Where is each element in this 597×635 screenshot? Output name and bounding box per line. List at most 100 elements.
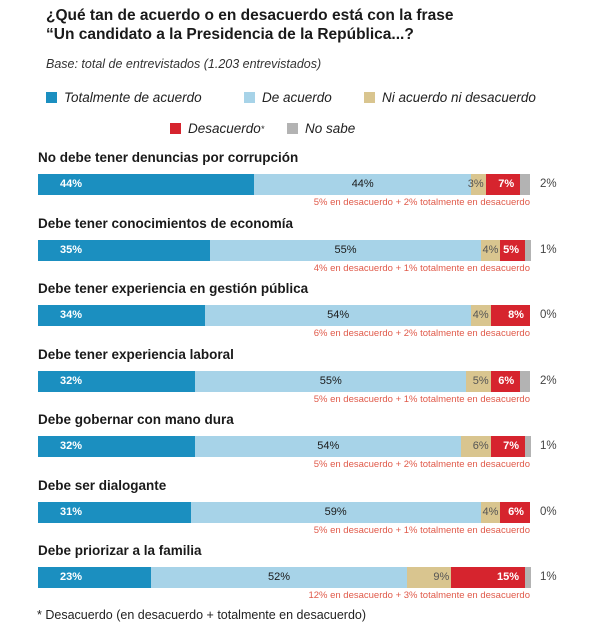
chart-title-line-2: “Un candidato a la Presidencia de la Rep… bbox=[46, 26, 414, 43]
bar-segment: 59% bbox=[190, 501, 481, 523]
data-label: 4% bbox=[482, 505, 499, 518]
footnote: * Desacuerdo (en desacuerdo + totalmente… bbox=[37, 608, 367, 622]
data-label-no-sabe: 2% bbox=[540, 178, 557, 190]
legend-item: Ni acuerdo ni desacuerdo bbox=[364, 90, 536, 105]
data-label: 44% bbox=[60, 178, 83, 190]
data-label-no-sabe: 0% bbox=[540, 309, 557, 321]
data-label: 8% bbox=[508, 309, 524, 321]
bar-segment: 7% bbox=[490, 436, 526, 457]
data-label: 23% bbox=[60, 571, 83, 583]
legend-swatch bbox=[287, 123, 298, 134]
legend-swatch bbox=[46, 92, 57, 103]
bar-segment: 6% bbox=[461, 436, 491, 457]
bar-segment-no-sabe bbox=[520, 370, 530, 392]
bar-segment-no-sabe bbox=[520, 174, 530, 195]
data-label: 32% bbox=[60, 440, 83, 452]
legend-item: Totalmente de acuerdo bbox=[46, 90, 202, 105]
bar-segment: 8% bbox=[490, 305, 530, 326]
bar-segment: 5% bbox=[500, 239, 526, 261]
bar-segment: 54% bbox=[205, 305, 471, 326]
data-label: 31% bbox=[60, 505, 83, 518]
bar-segment: 54% bbox=[195, 436, 462, 457]
desacuerdo-breakdown-note: 5% en desacuerdo + 1% totalmente en desa… bbox=[313, 393, 530, 405]
legend-item: De acuerdo bbox=[244, 90, 332, 105]
bar-segment: 4% bbox=[480, 501, 501, 523]
legend-label: Ni acuerdo ni desacuerdo bbox=[382, 90, 536, 105]
category-label: Debe tener experiencia en gestión públic… bbox=[38, 281, 309, 296]
category-label: Debe tener conocimientos de economía bbox=[38, 215, 294, 231]
stacked-bar: 44% 44% 3% 7% bbox=[38, 174, 530, 195]
legend-label: De acuerdo bbox=[262, 90, 332, 105]
data-label: 3% bbox=[467, 178, 484, 190]
bar-segment: 23% bbox=[38, 567, 152, 588]
bar-segment-no-sabe bbox=[525, 567, 532, 588]
stacked-bar: 34% 54% 4% 8% bbox=[38, 305, 530, 326]
bar-segment: 34% bbox=[38, 305, 206, 326]
bar-segment: 32% bbox=[38, 436, 196, 457]
bar-segment: 4% bbox=[480, 239, 501, 261]
data-label-no-sabe: 1% bbox=[540, 243, 557, 256]
desacuerdo-breakdown-note: 5% en desacuerdo + 2% totalmente en desa… bbox=[313, 459, 530, 470]
desacuerdo-breakdown-note: 4% en desacuerdo + 1% totalmente en desa… bbox=[313, 262, 530, 274]
bar-segment: 55% bbox=[195, 370, 467, 392]
stacked-bar: 32% 54% 6% 7% bbox=[38, 436, 532, 457]
data-label: 9% bbox=[433, 571, 450, 583]
legend-swatch bbox=[364, 92, 375, 103]
legend-label: No sabe bbox=[305, 121, 356, 136]
bar-segment: 4% bbox=[470, 305, 491, 326]
legend-swatch bbox=[244, 92, 255, 103]
legend-marker: * bbox=[260, 123, 265, 134]
chart-title: ¿Qué tan de acuerdo o en desacuerdo está… bbox=[46, 6, 586, 44]
desacuerdo-breakdown-note: 5% en desacuerdo + 1% totalmente en desa… bbox=[313, 524, 530, 536]
bar-segment: 15% bbox=[451, 567, 526, 588]
data-label: 4% bbox=[472, 309, 489, 321]
data-label: 59% bbox=[324, 505, 347, 518]
stacked-bar: 31% 59% 4% 6% bbox=[38, 501, 530, 523]
stacked-bar: 32% 55% 5% 6% bbox=[38, 370, 530, 392]
stacked-bar: 35% 55% 4% 5% bbox=[38, 239, 532, 261]
bar-segment: 7% bbox=[485, 174, 521, 195]
data-label-no-sabe: 1% bbox=[540, 440, 557, 452]
data-label: 6% bbox=[472, 440, 489, 452]
bar-segment-no-sabe bbox=[525, 436, 532, 457]
data-label: 7% bbox=[498, 178, 515, 190]
chart-base-note: Base: total de entrevistados (1.203 entr… bbox=[46, 57, 322, 71]
bar-segment: 6% bbox=[500, 501, 530, 523]
data-label: 5% bbox=[472, 374, 489, 387]
data-label: 34% bbox=[60, 309, 83, 321]
bar-segment: 55% bbox=[210, 239, 481, 261]
data-label: 32% bbox=[60, 374, 83, 387]
data-label-no-sabe: 0% bbox=[540, 505, 557, 518]
desacuerdo-breakdown-note: 6% en desacuerdo + 2% totalmente en desa… bbox=[313, 328, 530, 339]
bar-segment: 35% bbox=[38, 239, 211, 261]
legend-label: Desacuerdo bbox=[188, 121, 261, 136]
bar-segment: 44% bbox=[38, 174, 255, 195]
data-label: 6% bbox=[498, 374, 515, 387]
data-label: 55% bbox=[334, 243, 357, 256]
bar-segment: 32% bbox=[38, 370, 196, 392]
legend-item: Desacuerdo * bbox=[170, 121, 264, 136]
bar-segment: 5% bbox=[466, 370, 491, 392]
bar-segment: 9% bbox=[406, 567, 452, 588]
category-label: Debe ser dialogante bbox=[38, 477, 167, 493]
bar-segment: 6% bbox=[490, 370, 521, 392]
data-label: 52% bbox=[268, 571, 291, 583]
bar-segment: 44% bbox=[254, 174, 471, 195]
category-label: Debe priorizar a la familia bbox=[38, 543, 202, 558]
legend-swatch bbox=[170, 123, 181, 134]
data-label: 55% bbox=[319, 374, 342, 387]
bar-segment-no-sabe bbox=[525, 239, 532, 261]
bar-segment: 3% bbox=[467, 174, 486, 195]
data-label-no-sabe: 2% bbox=[540, 374, 557, 387]
category-label: Debe tener experiencia laboral bbox=[38, 346, 234, 362]
bar-segment: 52% bbox=[151, 567, 407, 588]
category-label: Debe gobernar con mano dura bbox=[38, 412, 234, 427]
data-label-no-sabe: 1% bbox=[540, 571, 557, 583]
data-label: 4% bbox=[482, 243, 499, 256]
legend-item: No sabe bbox=[287, 121, 355, 136]
bar-segment: 31% bbox=[38, 501, 191, 523]
category-label: No debe tener denuncias por corrupción bbox=[38, 150, 299, 165]
data-label: 7% bbox=[503, 440, 520, 452]
stacked-bar: 23% 52% 9% 15% bbox=[38, 567, 532, 588]
data-label: 54% bbox=[327, 309, 350, 321]
